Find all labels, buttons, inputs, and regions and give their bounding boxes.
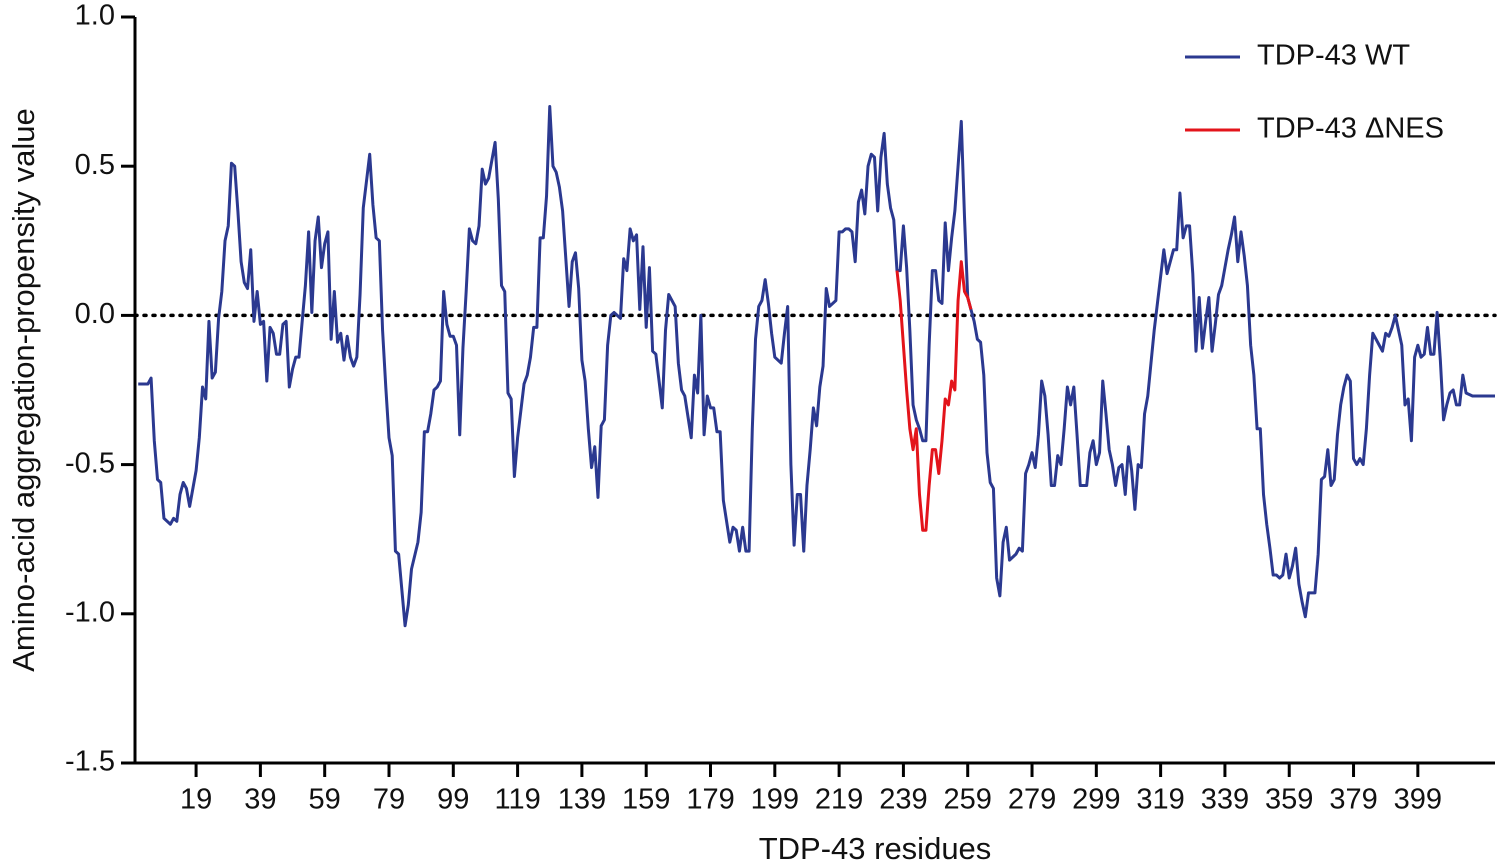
- x-tick-label: 359: [1265, 784, 1313, 816]
- y-tick-label: 1.0: [75, 0, 115, 32]
- x-tick-label: 139: [558, 784, 606, 816]
- x-tick-label: 159: [622, 784, 670, 816]
- x-tick-label: 119: [494, 784, 540, 816]
- x-tick-label: 259: [944, 784, 992, 816]
- x-tick-label: 99: [437, 784, 469, 816]
- y-tick-label: -1.5: [65, 746, 115, 778]
- x-tick-label: 339: [1201, 784, 1249, 816]
- x-tick-label: 59: [309, 784, 341, 816]
- y-tick-label: -0.5: [65, 447, 115, 479]
- x-tick-label: 179: [686, 784, 734, 816]
- x-tick-label: 239: [879, 784, 927, 816]
- x-tick-label: 299: [1072, 784, 1120, 816]
- x-tick-label: 279: [1008, 784, 1056, 816]
- x-axis-title: TDP-43 residues: [759, 831, 992, 866]
- data-line: [895, 260, 973, 532]
- y-axis-title: Amino-acid aggregation-propensity value: [6, 108, 41, 672]
- x-tick-label: 199: [751, 784, 799, 816]
- y-tick-label: -1.0: [65, 596, 115, 628]
- x-tick-label: 379: [1329, 784, 1377, 816]
- legend-label: TDP-43 WT: [1257, 40, 1410, 72]
- y-tick-label: 0.0: [75, 298, 115, 330]
- x-tick-label: 19: [180, 784, 212, 816]
- data-line: [138, 105, 1495, 628]
- x-tick-label: 39: [244, 784, 276, 816]
- x-tick-label: 79: [373, 784, 405, 816]
- x-tick-label: 219: [815, 784, 863, 816]
- y-tick-label: 0.5: [75, 149, 115, 181]
- legend-label: TDP-43 ΔNES: [1257, 113, 1444, 145]
- x-tick-label: 399: [1394, 784, 1442, 816]
- x-tick-label: 319: [1136, 784, 1184, 816]
